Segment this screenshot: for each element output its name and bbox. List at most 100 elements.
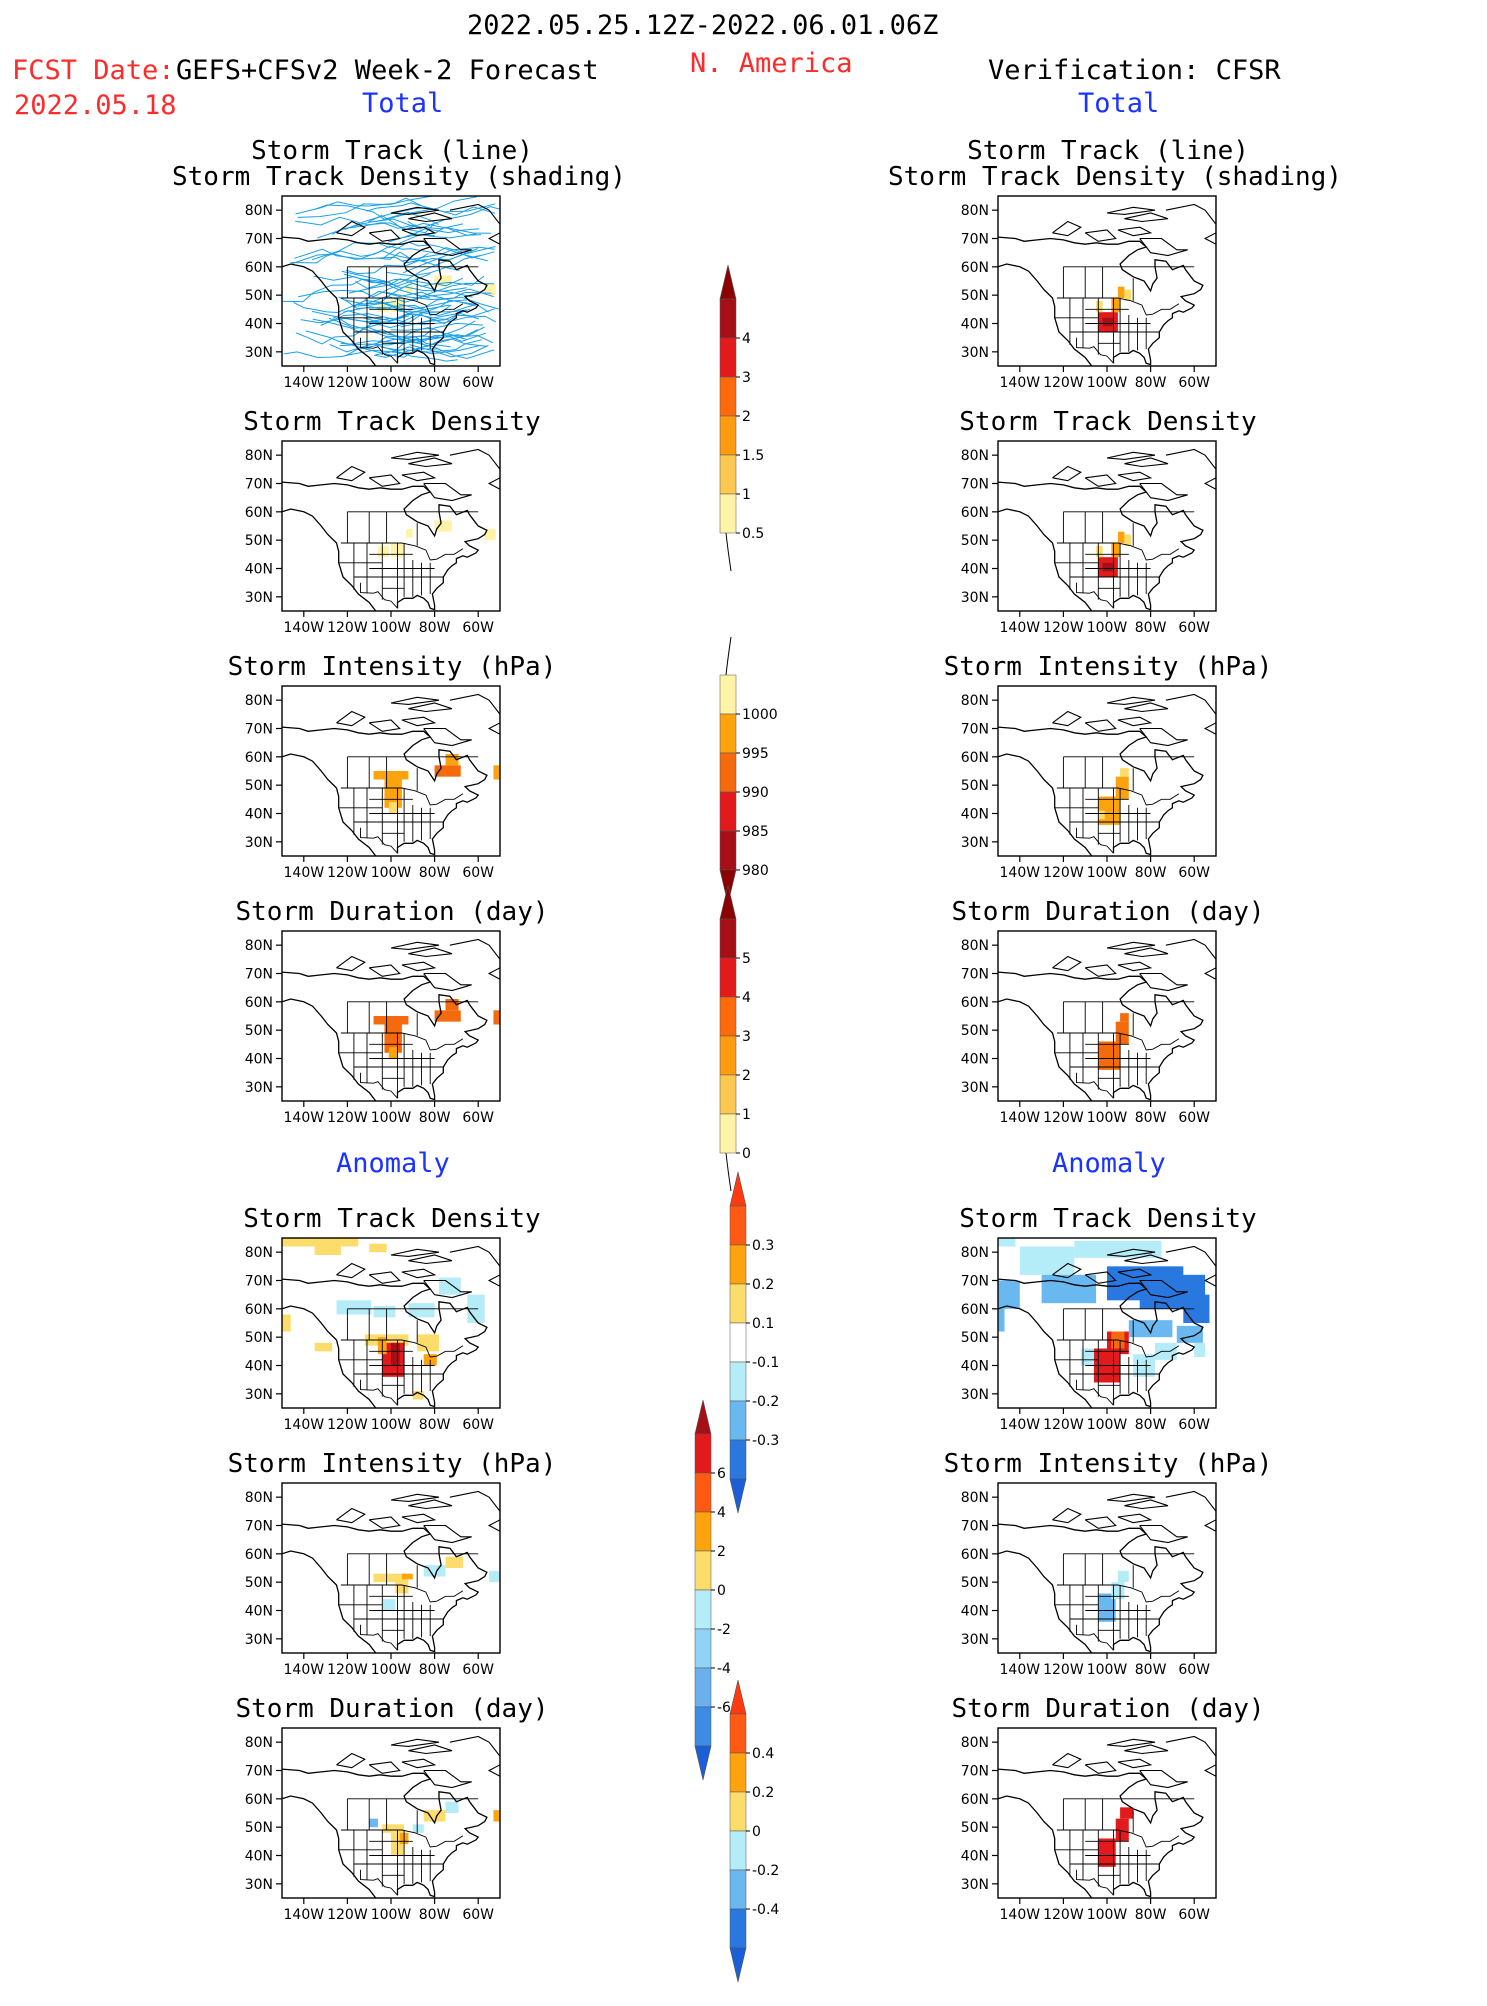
political-border [360,582,398,609]
lat-tick-label: 50N [961,1575,989,1591]
colorbar-label: 5 [742,951,751,967]
map-frame [997,1727,1217,1899]
lat-tick-label: 80N [961,1245,989,1261]
coastline-west [282,753,377,856]
map-svg: 80N 70N 60N 50N 40N 30N 140W 120W 100W 80W 60W [245,930,501,1126]
arctic-island [336,220,366,237]
colorbar-label: 0.2 [752,1277,774,1293]
coastline-west [998,1305,1093,1408]
arctic-island [1084,229,1117,242]
political-border [360,1379,398,1406]
colorbar-label: -2 [717,1622,731,1638]
coastline-west [998,998,1093,1101]
arctic-island [401,1758,437,1769]
storm-track-line [282,278,399,303]
period-title: 2022.05.25.12Z-2022.06.01.06Z [467,10,939,41]
shade-cell [445,754,459,766]
storm-track-line [366,315,496,325]
lat-tick-label: 70N [961,1519,989,1535]
arctic-island [423,237,472,257]
colorbar-label: 0.1 [752,1316,774,1332]
shade-cell [484,283,496,296]
lon-tick-label: 60W [1178,620,1210,636]
lat-tick-label: 70N [961,722,989,738]
lat-tick-label: 80N [961,693,989,709]
lon-tick-label: 100W [1087,620,1128,636]
colorbar-arrow-bottom [729,1947,747,1983]
colorbar-label: 1000 [742,707,778,723]
lat-tick-label: 50N [961,1330,989,1346]
shade-cell [1019,1246,1075,1275]
lat-tick-label: 70N [961,1274,989,1290]
arctic-island [1165,1730,1216,1777]
arctic-island [390,941,440,950]
coastline-east [998,1523,1204,1653]
lat-tick-label: 30N [245,1387,273,1403]
lon-tick-label: 60W [1178,375,1210,391]
lat-tick-label: 60N [961,260,989,276]
lon-tick-label: 100W [1087,375,1128,391]
map-svg: 80N 70N 60N 50N 40N 30N 140W 120W 100W 80W 60W [245,1482,501,1678]
lat-tick-label: 80N [245,203,273,219]
colorbar: 0.3 0.2 0.1 -0.1 -0.2 -0.3 [729,1171,800,1537]
lon-tick-label: 100W [371,375,412,391]
arctic-island [1117,716,1153,727]
lon-tick-label: 60W [1178,1662,1210,1678]
coastline-west [998,1550,1093,1653]
lon-tick-label: 100W [1087,1417,1128,1433]
coastline-east [998,726,1204,856]
region-label: N. America [690,48,853,79]
lat-tick-label: 70N [245,477,273,493]
lat-tick-label: 30N [245,835,273,851]
map-svg: 80N 70N 60N 50N 40N 30N 140W 120W 100W 80W 60W [961,1482,1217,1678]
political-border [360,1869,398,1896]
arctic-island [1124,1744,1169,1755]
panel-title: Storm Intensity (hPa) [943,652,1273,682]
arctic-island [336,1262,366,1279]
lon-tick-label: 100W [1087,1110,1128,1126]
lat-tick-label: 50N [245,1330,273,1346]
lat-tick-label: 80N [245,1490,273,1506]
colorbar-swatch [729,1361,747,1402]
arctic-island [1084,964,1117,977]
shade-cell [401,1573,413,1580]
arctic-island [336,955,366,972]
arctic-island [390,451,440,460]
map-svg: 80N 70N 60N 50N 40N 30N 140W 120W 100W 80W 60W [245,1727,501,1923]
colorbar-swatch [719,1035,737,1076]
arctic-island [1052,955,1082,972]
lat-tick-label: 80N [245,938,273,954]
colorbar-swatch [719,1113,737,1154]
colorbar-swatch [729,1752,747,1793]
panel-title: Storm Intensity (hPa) [227,1449,557,1479]
lon-tick-label: 60W [1178,865,1210,881]
lat-tick-label: 30N [961,590,989,606]
arctic-island [408,457,453,468]
colorbar-label: 0.2 [752,1785,774,1801]
map-frame [997,930,1217,1102]
colorbar-swatch [729,1869,747,1910]
colorbar-label: -6 [717,1700,731,1716]
shade-cell [1117,531,1125,543]
lon-tick-label: 60W [462,1417,494,1433]
political-border [340,1829,464,1848]
lat-tick-label: 60N [245,750,273,766]
colorbar-arrow-bottom [729,1478,747,1514]
lat-tick-label: 60N [961,995,989,1011]
shade-cell [423,1810,446,1822]
lat-tick-label: 40N [245,1359,273,1375]
shade-cell [489,1570,500,1583]
arctic-island [1124,702,1169,713]
colorbar-swatch [729,1713,747,1754]
coastline-west [282,998,377,1101]
lon-tick-label: 140W [284,1417,325,1433]
lon-tick-label: 120W [1043,1417,1084,1433]
arctic-island [336,1507,366,1524]
shade-cell [282,1238,359,1247]
map-svg: 80N 70N 60N 50N 40N 30N 140W 120W 100W 80W 60W [961,930,1217,1126]
lat-tick-label: 80N [961,448,989,464]
colorbar-swatch [694,1550,712,1591]
arctic-island [1165,443,1216,490]
lon-tick-label: 60W [462,620,494,636]
map-frame [997,440,1217,612]
